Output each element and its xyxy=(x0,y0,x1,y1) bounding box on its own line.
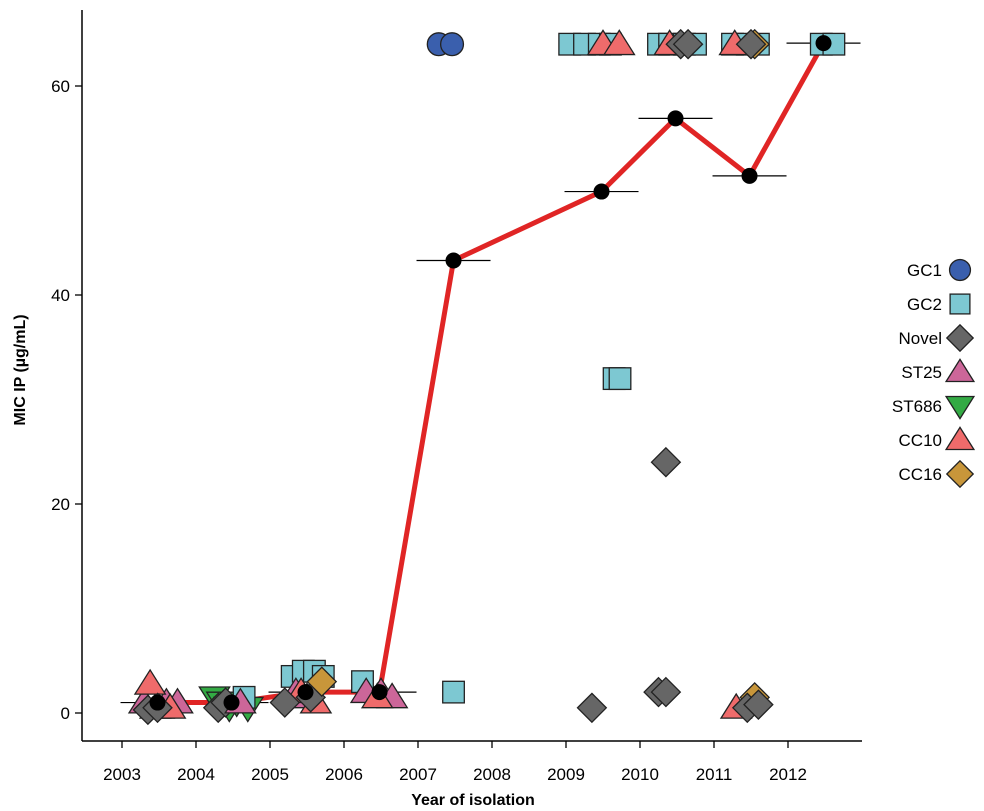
mean-marker xyxy=(667,110,684,127)
point-gc1 xyxy=(439,32,465,57)
x-tick-label: 2010 xyxy=(621,765,659,784)
point-novel xyxy=(576,692,608,724)
tick-labels: 2003 2004 2005 2006 2007 2008 2009 2010 2011 2012… xyxy=(51,77,807,784)
legend-symbol-novel xyxy=(945,323,975,353)
y-tick-label: 0 xyxy=(61,704,70,723)
mean-markers xyxy=(149,35,832,711)
legend-label-st25: ST25 xyxy=(901,363,942,382)
legend-symbol-cc10 xyxy=(944,426,976,451)
legend-symbol-st25 xyxy=(944,358,976,383)
x-tick-label: 2012 xyxy=(769,765,807,784)
point-gc2 xyxy=(608,367,632,391)
legend: GC1 GC2 Novel ST25 ST686 CC10 CC16 xyxy=(892,258,976,489)
mean-marker xyxy=(593,183,610,200)
x-tick-label: 2003 xyxy=(103,765,141,784)
mean-line xyxy=(157,41,826,706)
legend-symbol-st686 xyxy=(944,395,976,420)
x-tick-label: 2007 xyxy=(399,765,437,784)
mean-marker xyxy=(741,167,758,184)
point-novel xyxy=(743,689,774,720)
legend-label-cc10: CC10 xyxy=(899,431,942,450)
x-axis-title: Year of isolation xyxy=(411,792,535,809)
y-tick-label: 60 xyxy=(51,77,70,96)
x-tick-label: 2005 xyxy=(251,765,289,784)
mean-line-group xyxy=(157,41,826,706)
error-bars xyxy=(120,42,861,704)
x-tick-label: 2011 xyxy=(696,765,733,784)
axes xyxy=(81,10,862,742)
y-axis-title: MIC IP (µg/mL) xyxy=(12,314,29,425)
point-novel xyxy=(650,676,682,708)
legend-label-st686: ST686 xyxy=(892,397,942,416)
mean-marker xyxy=(149,694,166,711)
legend-symbol-cc16 xyxy=(945,459,975,489)
point-novel xyxy=(735,28,767,60)
legend-label-cc16: CC16 xyxy=(899,465,942,484)
y-tick-label: 20 xyxy=(51,495,70,514)
x-tick-label: 2006 xyxy=(325,765,363,784)
y-tick-label: 40 xyxy=(51,286,70,305)
x-tick-label: 2009 xyxy=(547,765,585,784)
mean-marker xyxy=(297,684,314,701)
mean-marker xyxy=(223,694,240,711)
point-novel xyxy=(269,687,301,718)
mean-marker xyxy=(445,252,462,269)
x-tick-label: 2008 xyxy=(473,765,511,784)
legend-symbol-gc2 xyxy=(949,293,971,315)
legend-label-gc1: GC1 xyxy=(907,261,942,280)
mean-marker xyxy=(815,35,832,52)
x-tick-label: 2004 xyxy=(177,765,215,784)
legend-label-gc2: GC2 xyxy=(907,295,942,314)
legend-label-novel: Novel xyxy=(899,329,942,348)
point-novel xyxy=(650,446,682,478)
point-novel xyxy=(672,28,704,60)
point-cc10 xyxy=(133,668,167,695)
legend-symbol-gc1 xyxy=(948,258,972,282)
mean-marker xyxy=(371,684,388,701)
point-cc10 xyxy=(602,29,636,56)
data-points xyxy=(127,28,846,726)
point-cc16 xyxy=(306,666,338,697)
point-gc2 xyxy=(442,680,465,704)
